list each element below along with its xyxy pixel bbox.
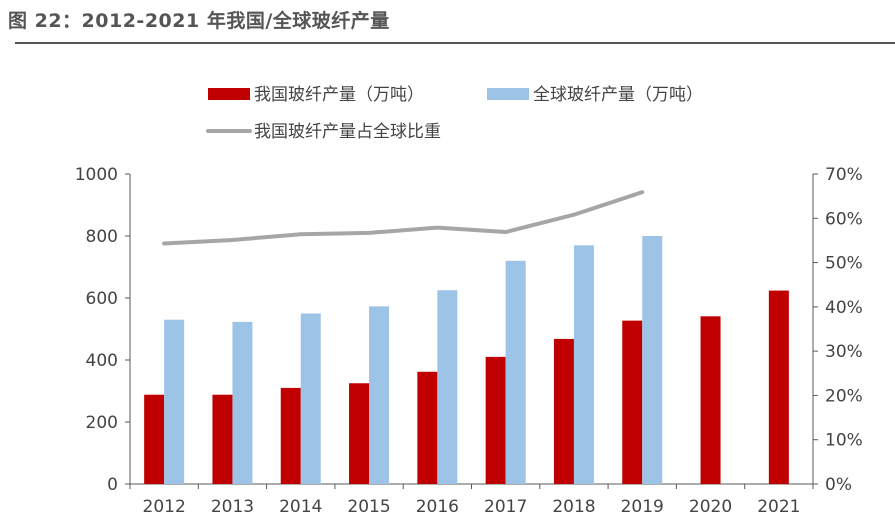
legend-china-output: 我国玻纤产量（万吨） [208, 85, 424, 105]
right-tick-label: 20% [825, 386, 863, 406]
right-tick-label: 0% [825, 475, 852, 495]
right-tick-label: 70% [825, 165, 863, 185]
x-tick-label: 2020 [689, 497, 732, 517]
legend-label: 我国玻纤产量（万吨） [254, 85, 424, 105]
bars [144, 236, 789, 484]
right-tick-label: 50% [825, 254, 863, 274]
china-output-bar [622, 320, 643, 484]
right-tick-label: 40% [825, 298, 863, 318]
global-output-bar [300, 313, 321, 484]
legend-swatch [208, 88, 250, 100]
share-line [162, 190, 645, 246]
x-tick-label: 2019 [621, 497, 664, 517]
legend-global-output: 全球玻纤产量（万吨） [487, 85, 703, 105]
legend: 我国玻纤产量（万吨） 全球玻纤产量（万吨） 我国玻纤产量占全球比重 [206, 85, 703, 142]
china-output-bar [485, 356, 506, 484]
right-tick-label: 60% [825, 209, 863, 229]
right-tick-label: 10% [825, 431, 863, 451]
legend-china-share: 我国玻纤产量占全球比重 [206, 122, 441, 142]
legend-label: 我国玻纤产量占全球比重 [254, 122, 441, 142]
x-tick-label: 2012 [143, 497, 186, 517]
global-output-bar [164, 319, 185, 484]
x-tick-label: 2014 [279, 497, 322, 517]
global-output-bar [573, 245, 594, 484]
china-output-bar [700, 316, 721, 484]
left-tick-label: 200 [86, 413, 118, 433]
china-output-bar [553, 338, 574, 484]
global-output-bar [642, 236, 663, 484]
china-output-bar [768, 290, 789, 484]
left-tick-label: 800 [86, 227, 118, 247]
x-tick-label: 2013 [211, 497, 254, 517]
legend-swatch [487, 88, 529, 100]
x-tick-label: 2016 [416, 497, 459, 517]
china-output-bar [417, 371, 438, 484]
china-output-bar [212, 394, 233, 484]
global-output-bar [505, 260, 526, 484]
left-tick-label: 1000 [75, 165, 118, 185]
title-rule [15, 42, 895, 44]
x-tick-label: 2021 [757, 497, 800, 517]
legend-label: 全球玻纤产量（万吨） [533, 85, 703, 105]
global-output-bar [369, 306, 390, 484]
china-output-bar [349, 383, 370, 484]
left-tick-label: 0 [107, 475, 118, 495]
x-tick-label: 2017 [484, 497, 527, 517]
global-output-bar [437, 290, 458, 484]
china-share-line [162, 190, 645, 246]
left-tick-label: 600 [86, 289, 118, 309]
x-tick-label: 2018 [552, 497, 595, 517]
global-output-bar [232, 321, 253, 484]
figure-title: 图 22：2012-2021 年我国/全球玻纤产量 [8, 10, 390, 32]
tick-labels: 0 200 400 600 800 1000 0% 10% 20% 30% 40% 50% 60% 70%… [75, 165, 863, 517]
left-tick-label: 400 [86, 351, 118, 371]
china-output-bar [144, 394, 165, 484]
x-tick-label: 2015 [347, 497, 390, 517]
china-output-bar [280, 387, 301, 484]
right-tick-label: 30% [825, 342, 863, 362]
